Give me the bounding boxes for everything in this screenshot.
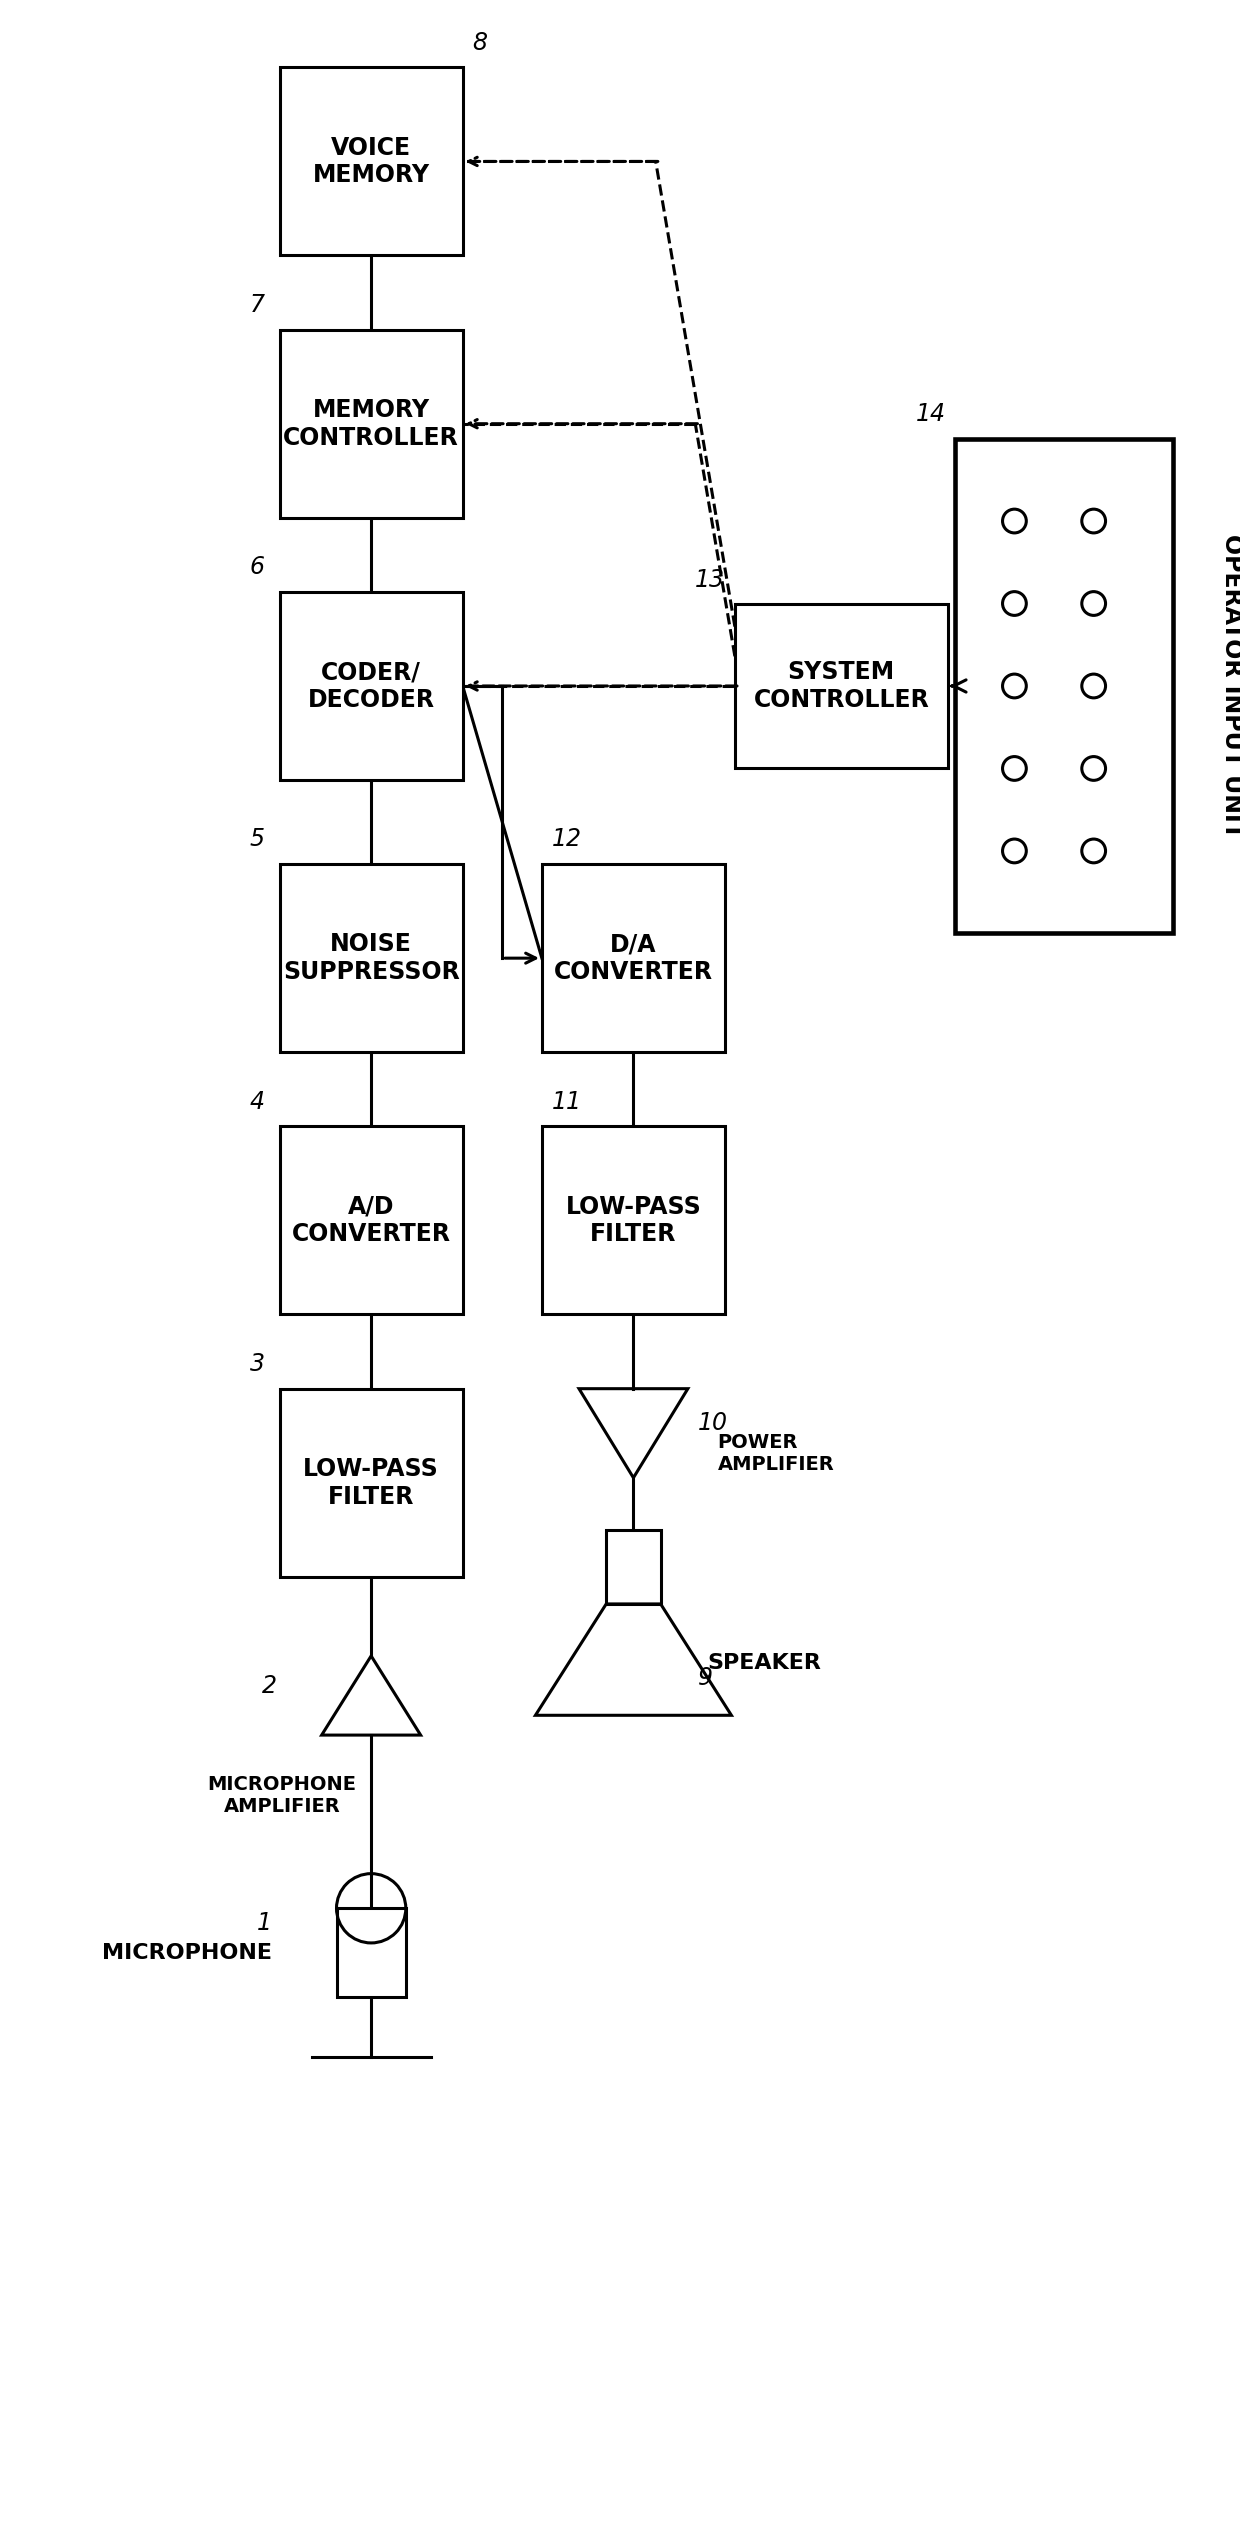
Text: MEMORY
CONTROLLER: MEMORY CONTROLLER	[283, 399, 459, 449]
Text: CODER/
DECODER: CODER/ DECODER	[308, 661, 435, 712]
Text: 8: 8	[472, 30, 487, 56]
Bar	[279, 1126, 463, 1315]
Bar	[336, 1908, 405, 1996]
Bar	[279, 593, 463, 780]
Text: NOISE
SUPPRESSOR: NOISE SUPPRESSOR	[283, 931, 460, 984]
Text: 12: 12	[552, 828, 582, 851]
Text: SPEAKER: SPEAKER	[708, 1653, 822, 1673]
Text: SYSTEM
CONTROLLER: SYSTEM CONTROLLER	[754, 661, 929, 712]
Text: 2: 2	[263, 1673, 278, 1699]
Bar	[279, 863, 463, 1053]
Bar	[279, 1388, 463, 1578]
Text: D/A
CONVERTER: D/A CONVERTER	[554, 931, 713, 984]
Bar	[542, 1126, 725, 1315]
Text: 1: 1	[258, 1911, 273, 1936]
Bar	[279, 331, 463, 517]
Text: MICROPHONE
AMPLIFIER: MICROPHONE AMPLIFIER	[207, 1774, 357, 1815]
Text: 13: 13	[696, 568, 725, 591]
Bar	[606, 1530, 661, 1603]
Text: 5: 5	[250, 828, 265, 851]
Text: A/D
CONVERTER: A/D CONVERTER	[291, 1194, 450, 1247]
Text: POWER
AMPLIFIER: POWER AMPLIFIER	[718, 1434, 835, 1474]
Text: 14: 14	[915, 401, 945, 427]
Text: VOICE
MEMORY: VOICE MEMORY	[312, 136, 430, 187]
Bar	[735, 603, 947, 767]
Text: 9: 9	[698, 1666, 713, 1691]
Text: 11: 11	[552, 1090, 582, 1113]
Text: MICROPHONE: MICROPHONE	[102, 1943, 272, 1964]
Text: LOW-PASS
FILTER: LOW-PASS FILTER	[304, 1456, 439, 1509]
Bar	[542, 863, 725, 1053]
Text: 10: 10	[698, 1411, 728, 1436]
Text: 6: 6	[250, 555, 265, 578]
Text: OPERATOR INPUT UNIT: OPERATOR INPUT UNIT	[1220, 535, 1240, 838]
Bar	[279, 68, 463, 255]
Text: 7: 7	[250, 293, 265, 318]
Text: 3: 3	[250, 1353, 265, 1376]
Text: 4: 4	[250, 1090, 265, 1113]
Text: LOW-PASS
FILTER: LOW-PASS FILTER	[565, 1194, 702, 1247]
Bar	[955, 439, 1173, 934]
